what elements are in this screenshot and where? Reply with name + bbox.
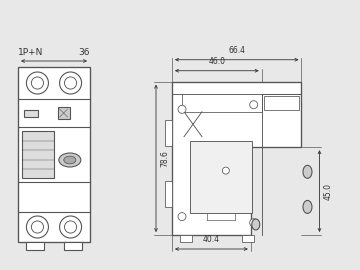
Circle shape [178,105,186,113]
Bar [264,96,300,110]
Ellipse shape [303,165,312,178]
Text: 66.4: 66.4 [228,46,245,55]
Circle shape [64,221,77,233]
Bar [64,242,82,250]
Circle shape [222,167,229,174]
Bar [24,110,38,116]
Circle shape [31,77,44,89]
Circle shape [59,72,82,94]
Polygon shape [172,82,301,235]
Text: 78.6: 78.6 [160,150,169,167]
Ellipse shape [59,153,81,167]
Bar [22,131,54,178]
Bar [26,242,44,250]
Ellipse shape [64,156,76,164]
Circle shape [250,219,258,227]
Circle shape [31,221,44,233]
Text: 36: 36 [78,48,90,57]
Circle shape [64,77,77,89]
Text: 1P+N: 1P+N [18,48,43,57]
Circle shape [59,216,82,238]
Bar [18,67,90,242]
Bar [58,107,69,119]
Circle shape [250,101,258,109]
Text: 46.0: 46.0 [208,57,225,66]
Bar [165,181,172,207]
Bar [182,94,262,112]
Bar [190,141,252,213]
Text: 40.4: 40.4 [203,235,220,244]
Ellipse shape [303,200,312,213]
Bar [165,120,172,146]
Circle shape [178,212,186,221]
Bar [180,235,192,242]
Ellipse shape [252,219,260,230]
Bar [242,235,254,242]
Circle shape [26,72,49,94]
Text: 45.0: 45.0 [324,183,333,200]
Circle shape [26,216,49,238]
